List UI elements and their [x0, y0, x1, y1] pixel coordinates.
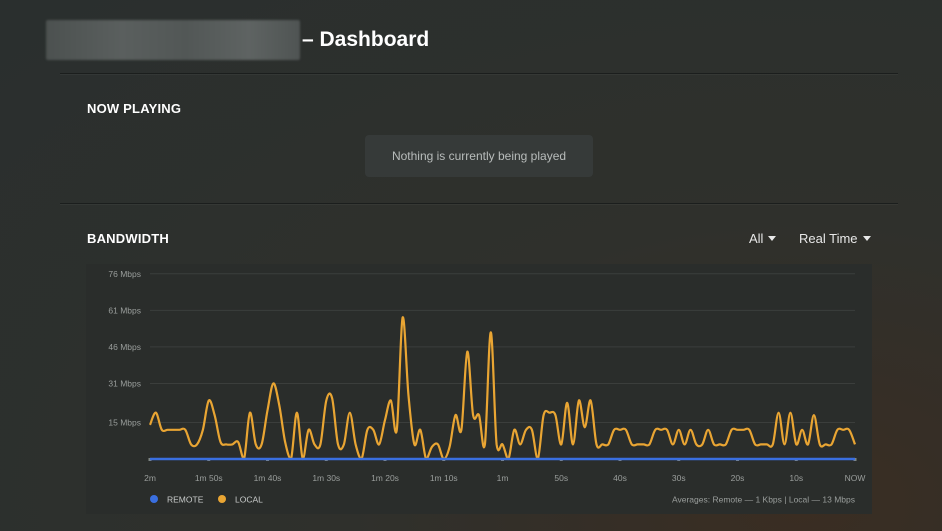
chart-legend: REMOTE LOCAL — [150, 495, 263, 505]
legend-local-label: LOCAL — [235, 495, 263, 505]
legend-local-swatch — [218, 495, 226, 503]
x-tick-label: 1m 50s — [195, 473, 223, 483]
header-divider — [60, 73, 898, 74]
legend-remote-label: REMOTE — [167, 495, 204, 505]
header: – Dashboard — [46, 20, 429, 60]
x-tick-label: 1m 30s — [312, 473, 340, 483]
y-tick-label: 31 Mbps — [108, 378, 141, 388]
x-tick-label: 50s — [554, 473, 568, 483]
x-tick-label: 20s — [731, 473, 745, 483]
page-title: – Dashboard — [302, 28, 430, 51]
y-tick-label: 46 Mbps — [108, 342, 141, 352]
x-tick-label: 1m — [497, 473, 509, 483]
now-playing-empty-message: Nothing is currently being played — [391, 149, 567, 163]
x-tick-label: 1m 20s — [371, 473, 399, 483]
x-tick-label: 1m 10s — [430, 473, 458, 483]
caret-down-icon — [768, 236, 777, 241]
y-tick-label: 76 Mbps — [108, 269, 141, 279]
bandwidth-range-value: Real Time — [799, 231, 858, 246]
x-tick-label: 2m — [144, 473, 156, 483]
legend-remote-swatch — [150, 495, 158, 503]
x-tick-label: 1m 40s — [254, 473, 282, 483]
x-tick-label: 10s — [789, 473, 803, 483]
averages-text: Averages: Remote — 1 Kbps | Local — 13 M… — [672, 495, 855, 505]
x-tick-label: 30s — [672, 473, 686, 483]
caret-down-icon — [862, 236, 871, 241]
bandwidth-filter-dropdown[interactable]: All — [749, 231, 777, 246]
x-tick-label: NOW — [845, 473, 866, 483]
bandwidth-chart-panel: 15 Mbps 31 Mbps 46 Mbps 61 Mbps 76 Mbps 2m 1m… — [86, 264, 872, 514]
now-playing-heading: NOW PLAYING — [87, 101, 182, 116]
series-line-local — [148, 316, 857, 461]
section-divider — [60, 203, 898, 204]
bandwidth-heading: BANDWIDTH — [87, 231, 169, 246]
y-tick-label: 15 Mbps — [108, 417, 141, 427]
server-name-redacted — [46, 20, 300, 60]
now-playing-empty-state: Nothing is currently being played — [365, 135, 593, 177]
y-tick-label: 61 Mbps — [108, 305, 141, 315]
bandwidth-filter-value: All — [749, 231, 764, 246]
x-tick-label: 40s — [613, 473, 627, 483]
bandwidth-range-dropdown[interactable]: Real Time — [799, 231, 871, 246]
bandwidth-chart: 15 Mbps 31 Mbps 46 Mbps 61 Mbps 76 Mbps 2m 1m… — [108, 269, 866, 505]
